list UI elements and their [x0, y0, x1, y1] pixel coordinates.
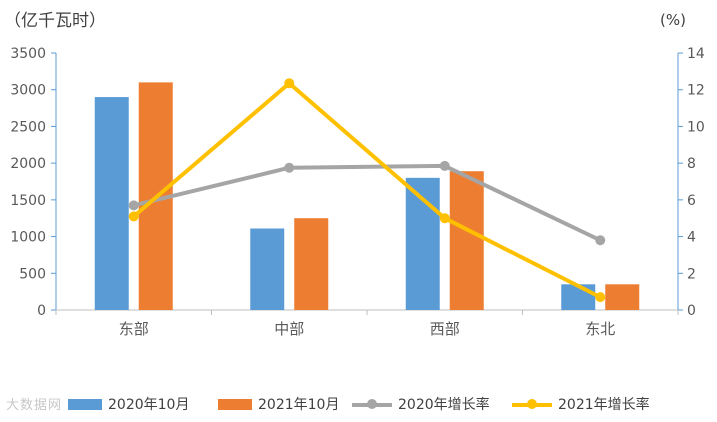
legend-swatch-line-2021 — [512, 398, 552, 410]
point-2021年增长率 — [284, 78, 295, 89]
bar-2020年10月 — [94, 97, 129, 310]
point-2021年增长率 — [128, 211, 139, 222]
y-tick-label: 2000 — [10, 156, 46, 172]
bar-2020年10月 — [250, 228, 285, 310]
y-tick-label: 1000 — [10, 230, 46, 246]
bar-2021年10月 — [605, 284, 640, 310]
x-tick-label: 东北 — [585, 320, 615, 338]
y2-tick-label: 8 — [687, 156, 696, 172]
y2-tick-label: 2 — [687, 266, 696, 282]
y2-tick-label: 6 — [687, 193, 696, 209]
y-tick-label: 2500 — [10, 119, 46, 135]
x-tick-label: 东部 — [119, 320, 149, 338]
point-2020年增长率 — [439, 160, 450, 171]
legend-item-bar-2020: 2020年10月 — [68, 392, 189, 416]
legend-swatch-bar-2020 — [68, 398, 102, 410]
y2-tick-label: 4 — [687, 230, 696, 246]
legend-swatch-line-2020 — [352, 398, 392, 410]
point-2020年增长率 — [595, 235, 606, 246]
x-tick-label: 西部 — [430, 320, 460, 338]
point-2020年增长率 — [284, 162, 295, 173]
y2-tick-label: 10 — [687, 119, 705, 135]
y-tick-label: 3500 — [10, 46, 46, 62]
legend-label-line-2021: 2021年增长率 — [558, 397, 650, 413]
legend-item-line-2021: 2021年增长率 — [512, 392, 650, 416]
y2-tick-label: 0 — [687, 303, 696, 319]
legend-label-bar-2021: 2021年10月 — [258, 397, 340, 413]
legend-item-line-2020: 2020年增长率 — [352, 392, 490, 416]
legend-label-line-2020: 2020年增长率 — [398, 397, 490, 413]
line-2021年增长率 — [131, 81, 603, 300]
point-2021年增长率 — [439, 213, 450, 224]
chart-legend: 2020年10月 2021年10月 2020年增长率 2021年增长率 — [0, 392, 717, 416]
bar-2020年10月 — [561, 284, 596, 310]
y2-tick-label: 12 — [687, 83, 705, 99]
legend-swatch-bar-2021 — [218, 398, 252, 410]
watermark: 大数据网 — [6, 398, 63, 413]
legend-label-bar-2020: 2020年10月 — [108, 397, 190, 413]
bar-2021年10月 — [449, 171, 484, 310]
left-axis-unit: （亿千瓦时） — [4, 11, 106, 31]
bar-2021年10月 — [294, 218, 329, 310]
legend-item-bar-2021: 2021年10月 — [218, 392, 339, 416]
y-tick-label: 3000 — [10, 83, 46, 99]
y-tick-label: 1500 — [10, 193, 46, 209]
line-2020年增长率 — [131, 163, 603, 243]
y-tick-label: 0 — [37, 303, 46, 319]
point-2020年增长率 — [128, 200, 139, 211]
y2-tick-label: 14 — [687, 46, 705, 62]
right-axis-unit: (%) — [660, 11, 686, 29]
x-tick-label: 中部 — [274, 320, 304, 338]
y-tick-label: 500 — [19, 266, 46, 282]
point-2021年增长率 — [595, 292, 606, 303]
